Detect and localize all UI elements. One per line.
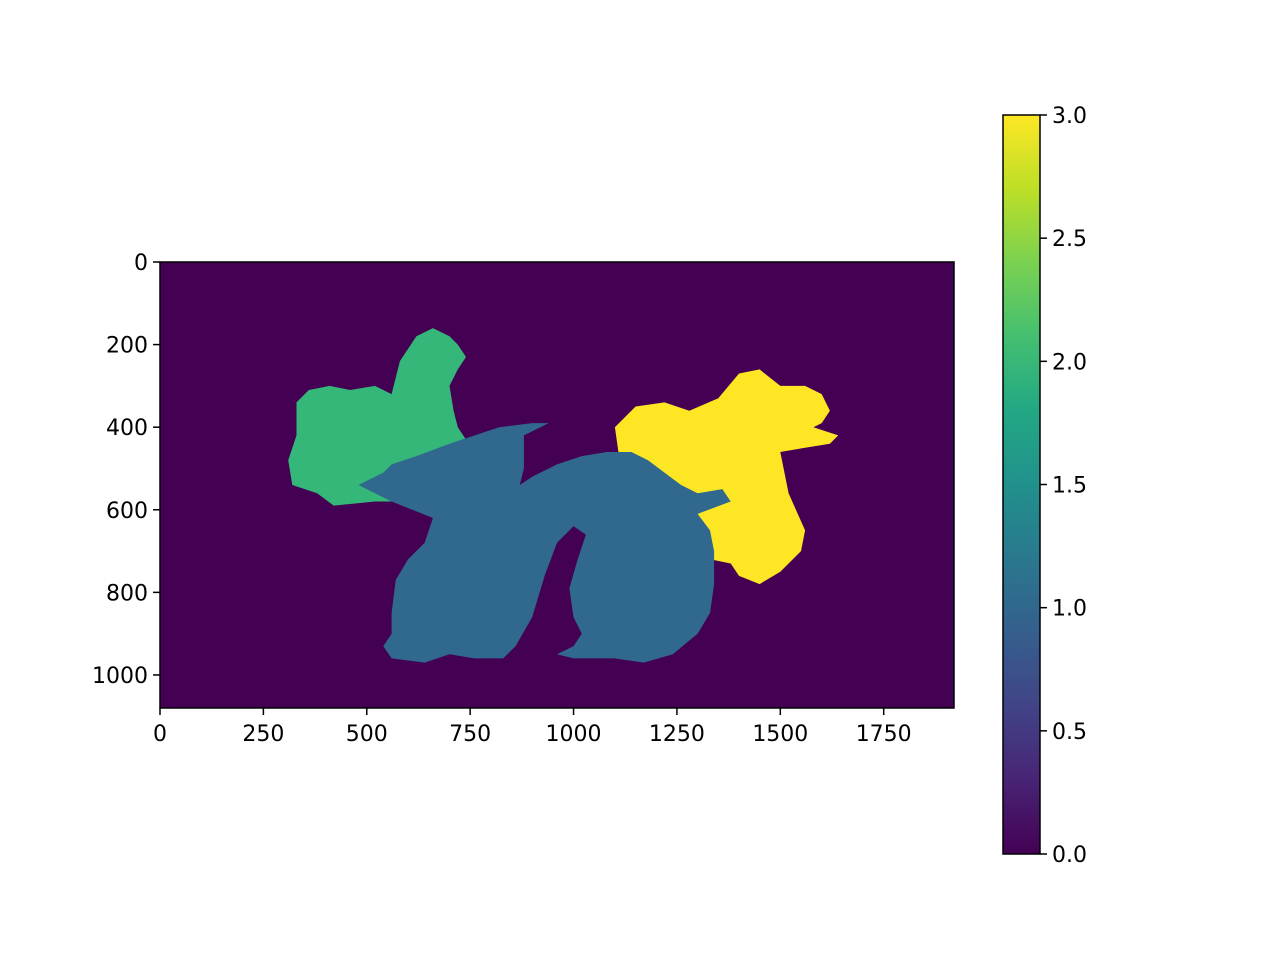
heatmap-frame <box>159 261 955 709</box>
colorbar-axis: 0.0 0.5 1.0 1.5 2.0 2.5 3.0 <box>1040 104 1087 868</box>
y-tick-label: 0 <box>134 251 148 276</box>
colorbar-tick-label: 2.0 <box>1052 350 1087 375</box>
y-tick-label: 800 <box>106 581 148 606</box>
region-value-1 <box>358 423 731 663</box>
y-tick-label: 600 <box>106 499 148 524</box>
x-tick-label: 750 <box>449 722 491 747</box>
x-axis: 0 250 500 750 1000 1250 1500 1750 <box>153 708 912 747</box>
region-value-3 <box>614 369 839 585</box>
x-tick-label: 500 <box>346 722 388 747</box>
colorbar-tick-label: 0.0 <box>1052 843 1087 868</box>
y-axis: 0 200 400 600 800 1000 <box>92 251 160 689</box>
x-tick-label: 250 <box>242 722 284 747</box>
colorbar-tick-label: 1.0 <box>1052 597 1087 622</box>
colorbar-tick-label: 1.5 <box>1052 474 1087 499</box>
y-tick-label: 400 <box>106 416 148 441</box>
x-tick-label: 0 <box>153 722 167 747</box>
colorbar-gradient <box>1002 114 1041 855</box>
colorbar: 0.0 0.5 1.0 1.5 2.0 2.5 3.0 <box>1002 104 1087 868</box>
x-tick-label: 1750 <box>856 722 912 747</box>
heatmap-image <box>160 262 954 708</box>
y-tick-label: 200 <box>106 334 148 359</box>
x-tick-label: 1250 <box>649 722 705 747</box>
y-tick-label: 1000 <box>92 664 148 689</box>
x-tick-label: 1000 <box>546 722 602 747</box>
colorbar-tick-label: 2.5 <box>1052 227 1087 252</box>
colorbar-tick-label: 3.0 <box>1052 104 1087 129</box>
x-tick-label: 1500 <box>752 722 808 747</box>
colorbar-tick-label: 0.5 <box>1052 720 1087 745</box>
